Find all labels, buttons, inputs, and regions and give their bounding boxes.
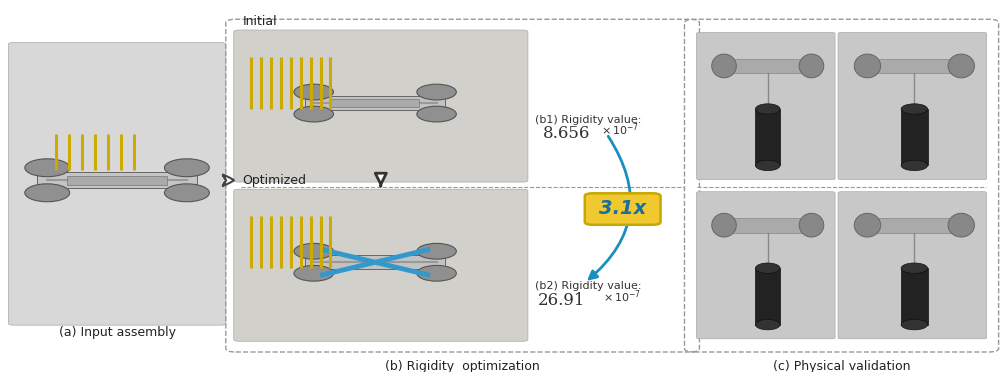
Text: (a) Input assembly: (a) Input assembly (59, 327, 176, 340)
Ellipse shape (854, 54, 881, 78)
Ellipse shape (901, 104, 928, 114)
Bar (305, 96, 445, 110)
Ellipse shape (294, 243, 333, 259)
Ellipse shape (164, 184, 209, 202)
Text: (c) Physical validation: (c) Physical validation (773, 360, 910, 372)
Ellipse shape (755, 104, 780, 114)
Bar (755, 268, 780, 325)
Ellipse shape (294, 265, 333, 281)
Ellipse shape (25, 184, 70, 202)
Bar (67, 176, 167, 185)
FancyBboxPatch shape (838, 32, 987, 180)
Bar (720, 218, 816, 232)
Text: (b2) Rigidity value:: (b2) Rigidity value: (535, 281, 641, 291)
Text: (b1) Rigidity value:: (b1) Rigidity value: (535, 115, 641, 125)
Bar (755, 109, 780, 166)
Ellipse shape (901, 160, 928, 171)
Bar (901, 109, 928, 166)
Ellipse shape (799, 213, 824, 237)
Ellipse shape (755, 263, 780, 273)
Bar (331, 99, 419, 107)
Ellipse shape (417, 106, 456, 122)
Text: 3.1x: 3.1x (599, 199, 646, 218)
Text: (b) Rigidity  optimization: (b) Rigidity optimization (385, 360, 540, 372)
Bar (720, 58, 816, 73)
FancyBboxPatch shape (234, 30, 528, 182)
FancyBboxPatch shape (696, 192, 835, 339)
Ellipse shape (755, 320, 780, 330)
Ellipse shape (854, 213, 881, 237)
Ellipse shape (294, 106, 333, 122)
Ellipse shape (417, 84, 456, 100)
Bar (863, 218, 966, 232)
Bar (305, 255, 445, 269)
Ellipse shape (948, 213, 974, 237)
Text: $\times\,10^{-7}$: $\times\,10^{-7}$ (603, 288, 641, 305)
Text: 8.656: 8.656 (543, 125, 590, 142)
Ellipse shape (712, 213, 736, 237)
Ellipse shape (417, 265, 456, 281)
Ellipse shape (948, 54, 974, 78)
Bar (37, 172, 197, 188)
Bar (863, 58, 966, 73)
Ellipse shape (712, 54, 736, 78)
Bar (901, 268, 928, 325)
Text: $\times\,10^{-7}$: $\times\,10^{-7}$ (601, 122, 639, 138)
FancyBboxPatch shape (696, 32, 835, 180)
Ellipse shape (294, 84, 333, 100)
Ellipse shape (901, 320, 928, 330)
Ellipse shape (25, 159, 70, 177)
Text: Initial: Initial (243, 15, 277, 28)
Ellipse shape (164, 159, 209, 177)
Text: Optimized: Optimized (243, 174, 307, 187)
FancyBboxPatch shape (585, 193, 661, 225)
FancyBboxPatch shape (8, 42, 226, 325)
Ellipse shape (799, 54, 824, 78)
Ellipse shape (901, 263, 928, 273)
FancyBboxPatch shape (838, 192, 987, 339)
Ellipse shape (755, 160, 780, 171)
Text: 26.91: 26.91 (538, 292, 585, 309)
Ellipse shape (417, 243, 456, 259)
FancyBboxPatch shape (234, 189, 528, 341)
